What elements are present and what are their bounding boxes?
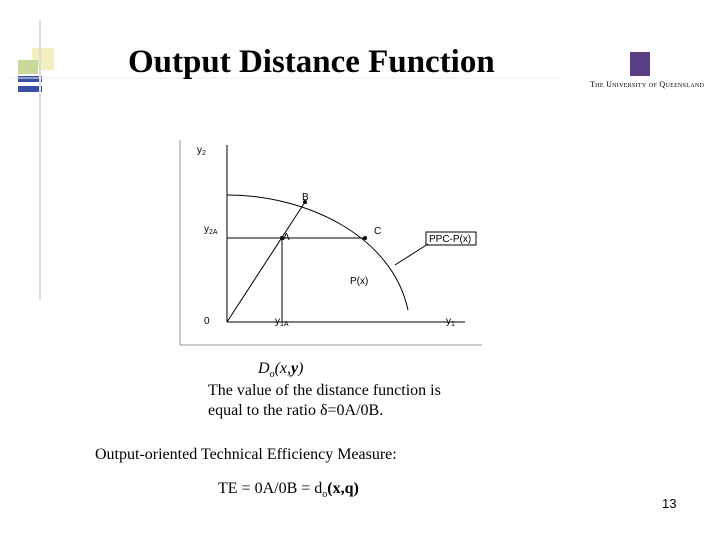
deco-bar (18, 76, 42, 82)
logo: The University of Queensland (590, 80, 705, 89)
point (280, 236, 284, 240)
heading: Output-oriented Technical Efficiency Mea… (95, 446, 397, 463)
page-number: 13 (662, 496, 677, 511)
text: ) (298, 360, 304, 377)
text: y (291, 360, 299, 377)
point (363, 236, 367, 240)
formula: TE = 0A/0B = do(x,q) (218, 480, 359, 500)
text: 2A (209, 229, 218, 236)
function: Do(x,y) (258, 360, 303, 380)
ppc-curve (226, 194, 409, 311)
deco-bar (18, 86, 42, 92)
axis-label: y2 (197, 145, 206, 157)
text: D (258, 360, 270, 377)
point-label: A (283, 232, 290, 243)
axis-label: y2A (204, 224, 218, 236)
text: (x,q) (327, 480, 359, 497)
point (303, 200, 307, 204)
caption: The value of the distance function is (208, 382, 441, 399)
text: 1A (280, 321, 289, 328)
text: o (269, 369, 275, 381)
text: 1 (451, 321, 455, 328)
title: Output Distance Function (128, 44, 495, 80)
origin-label: 0 (204, 316, 210, 327)
box-label: PPC-P(x) (429, 234, 471, 245)
text: y (446, 316, 451, 327)
axis-label: y1 (446, 316, 455, 328)
ray-0b (226, 201, 306, 323)
axis-label: y1A (275, 316, 289, 328)
text: o (322, 489, 328, 501)
deco-square (18, 60, 38, 74)
pointer (394, 243, 429, 266)
text: y (204, 224, 209, 235)
text: (x, (274, 360, 291, 377)
text: y (275, 316, 280, 327)
set-label: P(x) (350, 276, 368, 287)
point-label: B (302, 192, 309, 203)
caption: equal to the ratio δ=0A/0B. (208, 402, 384, 419)
text: 2 (202, 150, 206, 157)
logo-crest (630, 52, 650, 76)
text: y (197, 145, 202, 156)
text: TE = 0A/0B = d (218, 480, 323, 497)
point-label: C (374, 226, 381, 237)
label-box (425, 231, 477, 246)
